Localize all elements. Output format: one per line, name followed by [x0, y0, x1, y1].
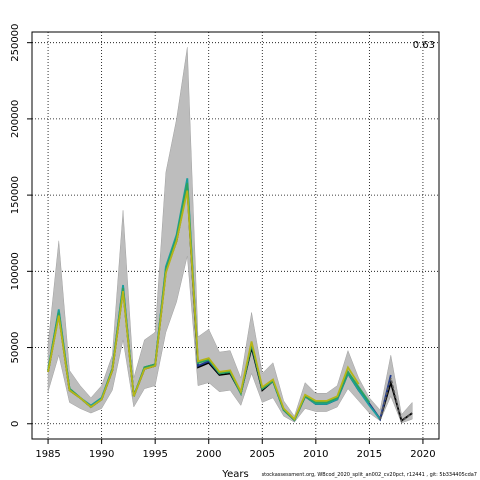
y-tick-label: 50000 [10, 332, 21, 364]
x-tick-label: 1985 [35, 449, 60, 460]
y-tick-label: 100000 [10, 252, 21, 290]
x-tick-label: 2015 [357, 449, 382, 460]
x-axis-title: Years [221, 469, 248, 480]
x-tick-label: 2000 [196, 449, 221, 460]
y-tick-label: 250000 [10, 24, 21, 62]
x-tick-label: 2010 [303, 449, 328, 460]
x-axis: 1985 1990 1995 2000 2005 2010 2015 2020 [35, 439, 436, 460]
plot-frame [31, 31, 440, 440]
y-tick-label: 0 [10, 421, 21, 427]
y-tick-label: 150000 [10, 176, 21, 214]
x-tick-label: 1990 [89, 449, 114, 460]
confidence-band [47, 47, 413, 424]
x-tick-label: 2005 [250, 449, 275, 460]
annotation-value: 0.63 [413, 40, 435, 51]
x-tick-label: 1995 [142, 449, 167, 460]
confidence-band-area [47, 47, 413, 424]
x-tick-label: 2020 [410, 449, 435, 460]
series-line-6 [379, 377, 413, 423]
footer-note: stockassessment.org, WBcod_2020_split_an… [262, 472, 477, 478]
series-line-5 [47, 190, 360, 421]
series-lines [47, 178, 413, 423]
y-axis: 0 50000 100000 150000 200000 250000 [10, 24, 32, 427]
y-tick-label: 200000 [10, 100, 21, 138]
